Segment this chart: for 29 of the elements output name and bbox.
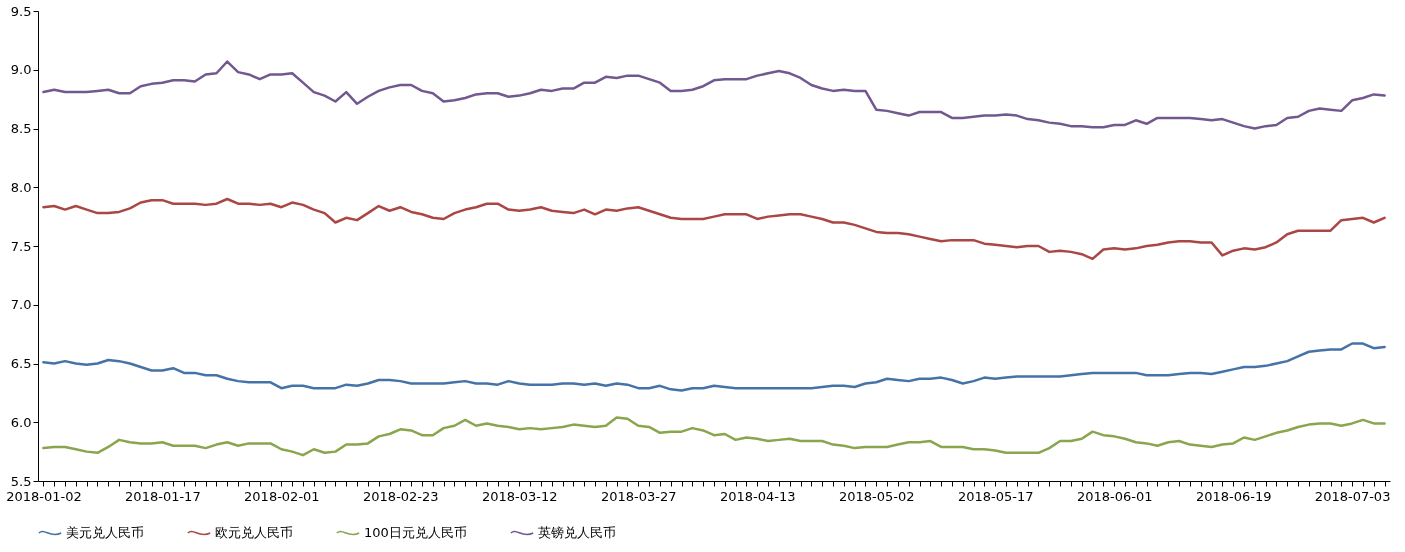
legend-label: 美元兑人民币 (66, 525, 144, 540)
y-tick-label: 6.0 (10, 414, 32, 430)
legend-label: 欧元兑人民币 (215, 525, 293, 540)
x-tick-label: 2018-04-13 (719, 488, 796, 504)
x-tick-label: 2018-07-03 (1314, 488, 1391, 504)
y-tick-label: 8.5 (10, 121, 32, 136)
x-tick-label: 2018-01-17 (125, 488, 201, 504)
y-tick-label: 7.5 (10, 238, 32, 254)
x-tick-label: 2018-06-19 (1195, 488, 1272, 504)
line-series (42, 416, 1386, 457)
x-tick-label: 2018-02-01 (244, 488, 320, 504)
line-series (42, 342, 1386, 392)
x-tick-label: 2018-03-12 (482, 488, 558, 504)
line-series (42, 197, 1386, 261)
x-tick-label: 2018-06-01 (1076, 488, 1153, 504)
line-series (42, 60, 1386, 130)
y-tick-label: 9.0 (10, 62, 32, 78)
x-tick-label: 2018-03-27 (601, 488, 677, 504)
y-tick-label: 6.5 (10, 356, 32, 371)
legend-label: 英镑兑人民币 (538, 525, 616, 540)
x-tick-label: 2018-05-02 (838, 488, 915, 504)
y-tick-label: 5.5 (10, 473, 32, 489)
legend-label: 100日元兑人民币 (364, 525, 467, 540)
x-tick-label: 2018-05-17 (957, 488, 1034, 504)
y-tick-label: 9.5 (10, 3, 32, 19)
x-tick-label: 2018-02-23 (363, 488, 439, 504)
y-tick-label: 7.0 (10, 297, 32, 313)
y-tick-label: 8.0 (10, 179, 32, 195)
x-tick-label: 2018-01-02 (6, 488, 82, 504)
